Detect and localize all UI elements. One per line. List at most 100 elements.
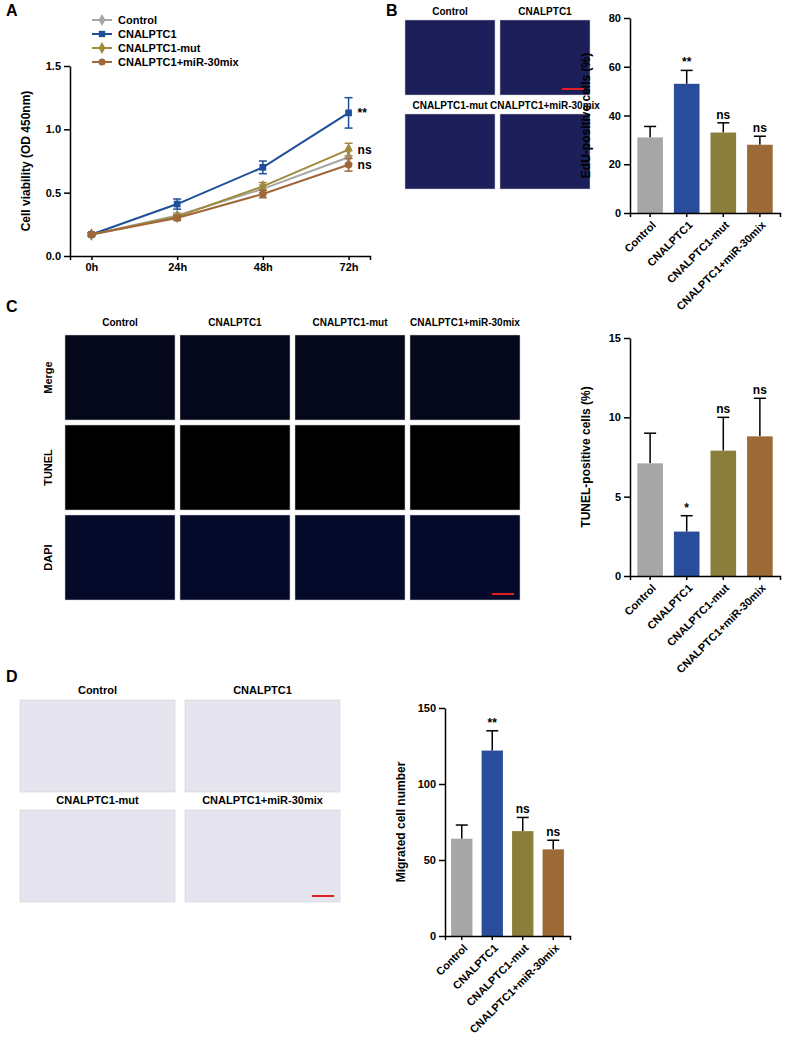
x-axis-line [71,257,371,261]
y-tick: 15 [609,332,630,344]
y-tick-mark [624,417,630,419]
micrograph [295,425,405,510]
bar [482,751,503,936]
point [345,143,352,155]
image-label: CNALPTC1-mut [56,794,139,806]
y-axis-title: Migrated cell number [394,761,408,882]
significance-label: ns [753,383,767,397]
y-tick-mark [624,496,630,498]
y-tick: 50 [424,854,445,866]
x-tick-mark [723,576,725,580]
point [259,190,267,198]
x-tick-mark [686,576,688,580]
x-tick: 24h [168,256,187,273]
error-bar [259,190,267,198]
y-tick: 0.5 [46,187,70,199]
y-axis: 050100150 [418,702,446,942]
legend-label: Control [118,14,157,26]
x-tick-label: Control [622,582,658,618]
y-tick: 20 [609,158,630,170]
x-tick: 48h [254,256,273,273]
x-tick: CNALPTC1+miR-30mix [674,213,768,313]
error-bar [486,731,498,751]
x-tick-mark [649,213,651,217]
significance-label: ** [488,716,498,730]
y-tick: 0 [430,930,445,942]
x-tick-label: CNALPTC1-mut [664,218,731,285]
y-tick-mark [624,164,630,166]
error-bar [345,158,353,171]
x-tick: Control [622,576,658,618]
bar [710,133,736,213]
y-tick-label: 15 [609,332,621,344]
point [345,161,353,169]
x-tick-mark [263,256,265,260]
y-axis-title: Cell viability (OD 450nm) [19,91,33,232]
error-bar [681,516,693,532]
x-axis-line [631,214,781,218]
error-bar [345,143,353,156]
y-tick: 0 [615,207,630,219]
y-tick-label: 80 [609,12,621,24]
significance-label: ns [716,402,730,416]
x-tick-mark [552,936,554,940]
error-bar [517,817,529,831]
line-chart: 0.00.51.01.5Cell viability (OD 450nm)0h2… [19,14,372,273]
x-tick-mark [759,576,761,580]
y-tick-label: 0 [615,207,621,219]
series [87,143,352,240]
error-bar [547,840,559,849]
y-tick: 40 [609,110,630,122]
y-tick-label: 20 [609,158,621,170]
x-axis: ControlCNALPTC1CNALPTC1-mutCNALPTC1+miR-… [434,936,571,1036]
error-bar [644,433,656,463]
significance-label: ns [358,158,372,172]
y-axis-line [70,67,72,257]
point [88,228,95,240]
image-label: Control [432,6,468,17]
micrograph [500,114,590,189]
y-tick-mark [624,18,630,20]
significance-label: ns [516,802,530,816]
significance-label: ** [682,55,692,69]
error-bar [754,398,766,436]
scale-bar [312,895,334,897]
y-tick-mark [624,115,630,117]
series-line [91,157,348,234]
y-tick-mark [439,860,445,862]
error-bar [754,136,766,145]
x-tick: CNALPTC1+miR-30mix [674,576,768,676]
y-tick-mark [64,256,70,258]
micrograph [295,515,405,600]
x-axis: 0h24h48h72h [71,256,371,273]
micrograph [65,425,175,510]
bar [512,831,533,936]
x-tick-mark [649,576,651,580]
image-label: CNALPTC1 [233,684,292,696]
y-axis: 051015 [609,332,631,582]
y-tick: 5 [615,491,630,503]
y-tick-label: 0.0 [46,250,61,262]
x-axis-line [631,577,781,581]
x-tick-label: CNALPTC1-mut [664,581,731,648]
panel-label: C [6,298,18,315]
x-tick-label: CNALPTC1+miR-30mix [674,218,768,312]
bar [747,145,773,213]
x-tick-mark [522,936,524,940]
error-bar [173,199,181,209]
image-label: CNALPTC1+miR-30mix [410,317,520,328]
micrograph [65,515,175,600]
micrograph [410,335,520,420]
micrograph [180,425,290,510]
micrograph [405,20,495,95]
x-tick-mark [177,256,179,260]
micrograph [180,335,290,420]
error-bar [717,123,729,133]
y-tick: 0.0 [46,250,70,262]
x-axis: ControlCNALPTC1CNALPTC1-mutCNALPTC1+miR-… [622,213,781,313]
y-tick-label: 0 [430,930,436,942]
x-tick: CNALPTC1-mut [664,576,731,648]
panel-label: D [6,668,18,685]
y-tick-label: 5 [615,491,621,503]
y-axis-line [445,709,447,937]
